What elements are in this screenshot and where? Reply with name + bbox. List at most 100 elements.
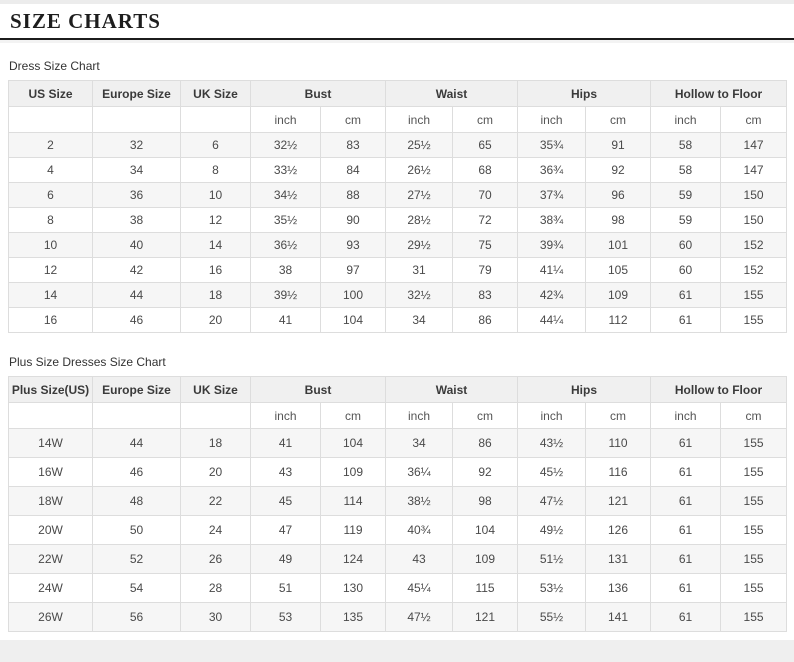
unit-header: cm (720, 106, 788, 133)
size-cell: 152 (720, 257, 788, 283)
charts-main: Dress Size Chart US Size Europe Size UK Si… (0, 59, 794, 632)
size-cell: 14 (180, 232, 251, 258)
size-cell: 41¼ (517, 257, 587, 283)
size-cell: 41 (250, 307, 321, 333)
size-cell: 38¾ (517, 207, 587, 233)
unit-header: inch (650, 402, 722, 429)
column-header: Plus Size(US) (8, 376, 93, 403)
size-cell: 14 (8, 282, 93, 308)
table-row: 22W 52 26 49 124 43 109 51½ 131 61 155 (8, 544, 788, 574)
size-cell: 84 (319, 157, 387, 183)
size-cell: 24 (180, 515, 251, 545)
size-cell: 2 (8, 132, 93, 158)
size-cell: 124 (319, 544, 387, 574)
size-cell: 83 (319, 132, 387, 158)
size-cell: 26W (8, 602, 93, 632)
empty-header-cell (180, 106, 251, 133)
table-row: 12 42 16 38 97 31 79 41¼ 105 60 152 (8, 257, 788, 283)
size-cell: 109 (585, 282, 652, 308)
size-cell: 91 (585, 132, 652, 158)
table-row: 14 44 18 39½ 100 32½ 83 42¾ 109 61 155 (8, 282, 788, 308)
size-cell: 16W (8, 457, 93, 487)
size-cell: 40¾ (385, 515, 454, 545)
size-cell: 18W (8, 486, 93, 516)
size-cell: 38 (92, 207, 181, 233)
size-cell: 28 (180, 573, 251, 603)
size-cell: 56 (92, 602, 181, 632)
size-cell: 61 (650, 602, 722, 632)
size-cell: 45 (250, 486, 321, 516)
column-header: US Size (8, 80, 93, 107)
size-cell: 16 (8, 307, 93, 333)
measure-group-header: Waist (385, 80, 519, 107)
measure-group-header: Hips (517, 376, 652, 403)
measure-group-header: Waist (385, 376, 519, 403)
unit-header: cm (585, 402, 652, 429)
size-cell: 45¼ (385, 573, 454, 603)
dress-chart-caption: Dress Size Chart (9, 59, 100, 73)
size-cell: 70 (452, 182, 519, 208)
size-cell: 83 (452, 282, 519, 308)
size-cell: 16 (180, 257, 251, 283)
size-cell: 155 (720, 573, 788, 603)
size-cell: 121 (585, 486, 652, 516)
size-cell: 104 (319, 307, 387, 333)
size-cell: 130 (319, 573, 387, 603)
table-row: 2 32 6 32½ 83 25½ 65 35¾ 91 58 147 (8, 132, 788, 158)
size-cell: 61 (650, 307, 722, 333)
size-cell: 12 (180, 207, 251, 233)
size-cell: 58 (650, 157, 722, 183)
column-header: UK Size (180, 80, 251, 107)
unit-header-row: inch cm inch cm inch cm inch cm (8, 106, 788, 133)
size-cell: 47 (250, 515, 321, 545)
size-cell: 50 (92, 515, 181, 545)
size-cell: 6 (8, 182, 93, 208)
size-cell: 43 (385, 544, 454, 574)
size-cell: 155 (720, 282, 788, 308)
size-cell: 60 (650, 232, 722, 258)
size-cell: 147 (720, 132, 788, 158)
size-cell: 90 (319, 207, 387, 233)
measure-group-header: Bust (249, 376, 387, 403)
size-cell: 155 (720, 457, 788, 487)
size-cell: 51½ (517, 544, 587, 574)
unit-header: inch (650, 106, 722, 133)
empty-header-cell (92, 106, 181, 133)
size-cell: 79 (452, 257, 519, 283)
size-cell: 26½ (385, 157, 454, 183)
unit-header: cm (319, 106, 387, 133)
size-cell: 18 (180, 428, 251, 458)
measure-group-header: Bust (249, 80, 387, 107)
size-cell: 49 (250, 544, 321, 574)
plus-chart-caption: Plus Size Dresses Size Chart (9, 355, 166, 369)
size-cell: 18 (180, 282, 251, 308)
table-header-row: US Size Europe Size UK Size Bust Waist Hips Ho… (8, 80, 788, 107)
unit-header: cm (452, 402, 519, 429)
size-cell: 42 (92, 257, 181, 283)
size-cell: 119 (319, 515, 387, 545)
size-cell: 20 (180, 307, 251, 333)
size-cell: 98 (452, 486, 519, 516)
empty-header-cell (8, 402, 93, 429)
size-cell: 30 (180, 602, 251, 632)
size-cell: 41 (250, 428, 321, 458)
size-cell: 136 (585, 573, 652, 603)
size-cell: 141 (585, 602, 652, 632)
table-row: 20W 50 24 47 119 40¾ 104 49½ 126 61 155 (8, 515, 788, 545)
size-cell: 49½ (517, 515, 587, 545)
size-cell: 42¾ (517, 282, 587, 308)
table-row: 6 36 10 34½ 88 27½ 70 37¾ 96 59 150 (8, 182, 788, 208)
size-cell: 25½ (385, 132, 454, 158)
footer-strip (0, 640, 794, 662)
unit-header: cm (720, 402, 788, 429)
size-cell: 68 (452, 157, 519, 183)
size-cell: 112 (585, 307, 652, 333)
size-cell: 52 (92, 544, 181, 574)
table-row: 8 38 12 35½ 90 28½ 72 38¾ 98 59 150 (8, 207, 788, 233)
size-cell: 10 (8, 232, 93, 258)
size-cell: 22W (8, 544, 93, 574)
size-cell: 51 (250, 573, 321, 603)
size-cell: 32 (92, 132, 181, 158)
page-header: SIZE CHARTS (0, 4, 794, 40)
